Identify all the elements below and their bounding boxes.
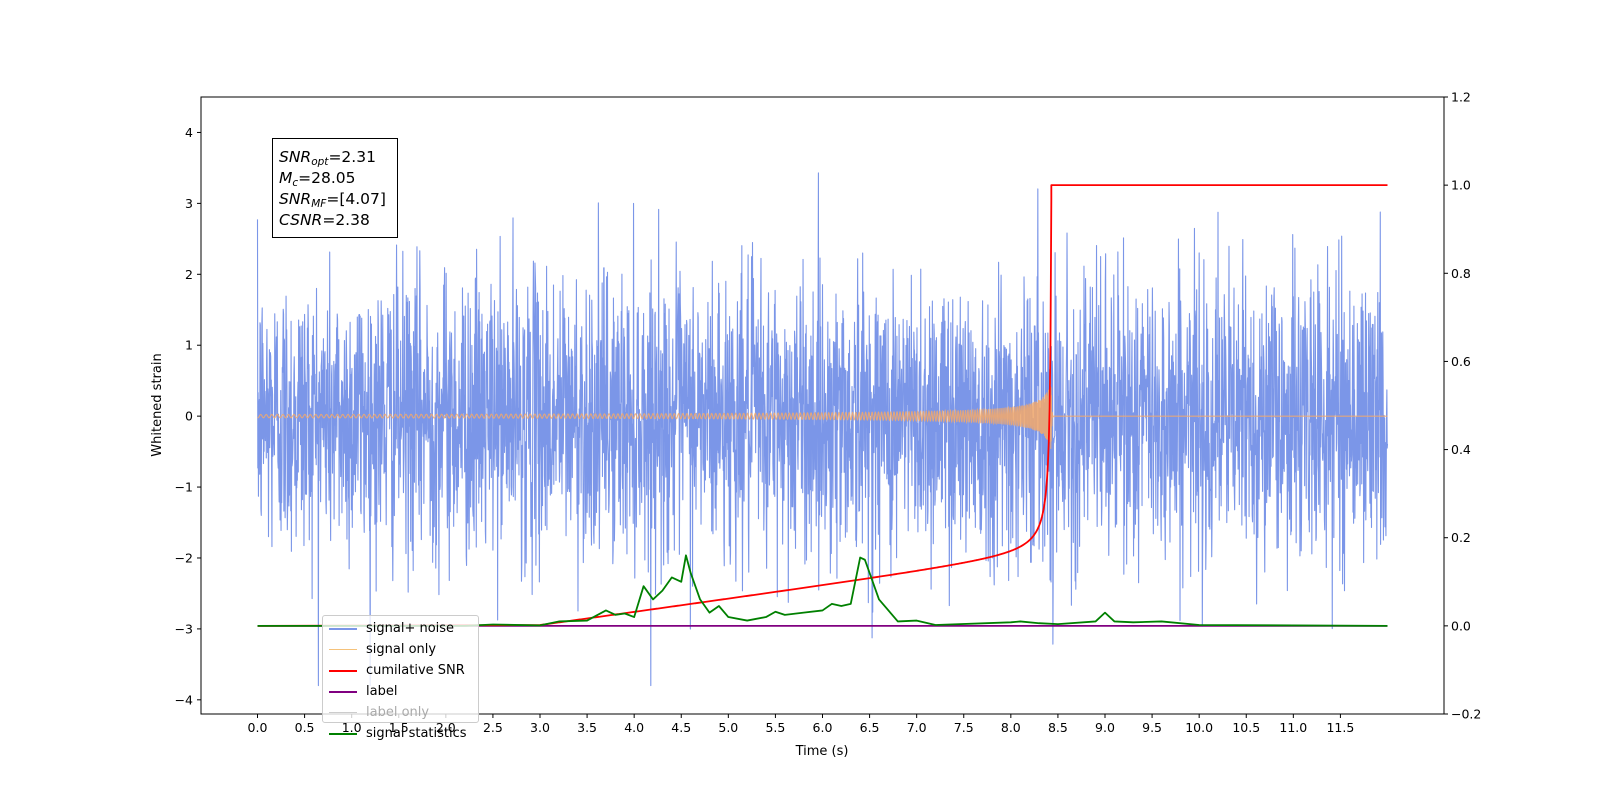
x-tick-label: 7.5 bbox=[954, 720, 974, 735]
y-tick-label-right: 0.0 bbox=[1451, 618, 1471, 633]
x-tick-label: 0.0 bbox=[248, 720, 268, 735]
x-tick-label: 3.5 bbox=[577, 720, 597, 735]
x-tick-label: 6.0 bbox=[813, 720, 833, 735]
y-tick-label-left: 4 bbox=[185, 125, 193, 140]
series-signal-statistics bbox=[257, 554, 1388, 627]
legend-item-cumulative-snr: cumilative SNR bbox=[329, 660, 478, 681]
y-tick-label-left: 0 bbox=[185, 409, 193, 424]
y-tick-label-right: 0.6 bbox=[1451, 354, 1471, 369]
y-axis-label: Whitened strain bbox=[150, 353, 165, 456]
x-tick-label: 0.5 bbox=[295, 720, 315, 735]
x-tick-label: 3.0 bbox=[530, 720, 550, 735]
legend-swatch bbox=[329, 669, 357, 672]
legend-swatch bbox=[329, 712, 357, 713]
stats-row-csnr: CSNR=2.38 bbox=[279, 211, 370, 229]
stats-row-mc: Mc=28.05 bbox=[279, 169, 356, 189]
stats-row-snr-mf: SNRMF=[4.07] bbox=[279, 190, 386, 210]
x-tick-label: 4.5 bbox=[671, 720, 691, 735]
legend-swatch bbox=[329, 627, 357, 630]
x-tick-label: 4.0 bbox=[624, 720, 644, 735]
x-tick-label: 8.5 bbox=[1048, 720, 1068, 735]
x-tick-label: 2.0 bbox=[436, 720, 456, 735]
x-axis-label: Time (s) bbox=[795, 744, 849, 759]
x-tick-label: 5.5 bbox=[765, 720, 785, 735]
chart-legend: signal+ noise signal only cumilative SNR… bbox=[322, 615, 479, 741]
legend-item-signal-only: signal only bbox=[329, 639, 478, 660]
x-tick-label: 8.0 bbox=[1001, 720, 1021, 735]
legend-item-signal-noise: signal+ noise bbox=[329, 618, 478, 639]
x-tick-label: 1.5 bbox=[389, 720, 409, 735]
x-tick-label: 9.5 bbox=[1142, 720, 1162, 735]
y-tick-label-right: 1.0 bbox=[1451, 178, 1471, 193]
x-tick-label: 2.5 bbox=[483, 720, 503, 735]
legend-item-label-only: label only bbox=[329, 702, 478, 723]
stats-box: SNRopt=2.31 Mc=28.05 SNRMF=[4.07] CSNR=2… bbox=[272, 138, 398, 238]
y-tick-label-left: −3 bbox=[175, 621, 193, 636]
x-tick-label: 11.5 bbox=[1326, 720, 1354, 735]
legend-swatch bbox=[329, 690, 357, 693]
y-tick-label-right: 0.2 bbox=[1451, 530, 1471, 545]
x-tick-label: 11.0 bbox=[1279, 720, 1307, 735]
x-tick-label: 10.5 bbox=[1232, 720, 1260, 735]
legend-item-signal-statistics: signal statistics bbox=[329, 723, 478, 744]
stats-row-snr-opt: SNRopt=2.31 bbox=[279, 148, 376, 168]
legend-item-label: label bbox=[329, 681, 478, 702]
y-tick-label-left: 3 bbox=[185, 196, 193, 211]
x-tick-label: 9.0 bbox=[1095, 720, 1115, 735]
legend-swatch bbox=[329, 732, 357, 735]
x-tick-label: 7.0 bbox=[907, 720, 927, 735]
x-tick-label: 10.0 bbox=[1185, 720, 1213, 735]
x-tick-label: 6.5 bbox=[860, 720, 880, 735]
y-tick-label-left: 1 bbox=[185, 338, 193, 353]
series-signal-noise bbox=[256, 172, 1389, 687]
y-tick-label-left: −2 bbox=[175, 550, 193, 565]
x-tick-label: 1.0 bbox=[342, 720, 362, 735]
y-tick-label-right: −0.2 bbox=[1451, 707, 1481, 722]
legend-swatch bbox=[329, 649, 357, 650]
y-tick-label-left: −1 bbox=[175, 480, 193, 495]
y-tick-label-left: −4 bbox=[175, 692, 193, 707]
y-tick-label-right: 0.4 bbox=[1451, 442, 1471, 457]
y-tick-label-right: 0.8 bbox=[1451, 266, 1471, 281]
y-tick-label-left: 2 bbox=[185, 267, 193, 282]
series-signal-only bbox=[257, 386, 1388, 449]
x-tick-label: 5.0 bbox=[718, 720, 738, 735]
y-tick-label-right: 1.2 bbox=[1451, 90, 1471, 105]
